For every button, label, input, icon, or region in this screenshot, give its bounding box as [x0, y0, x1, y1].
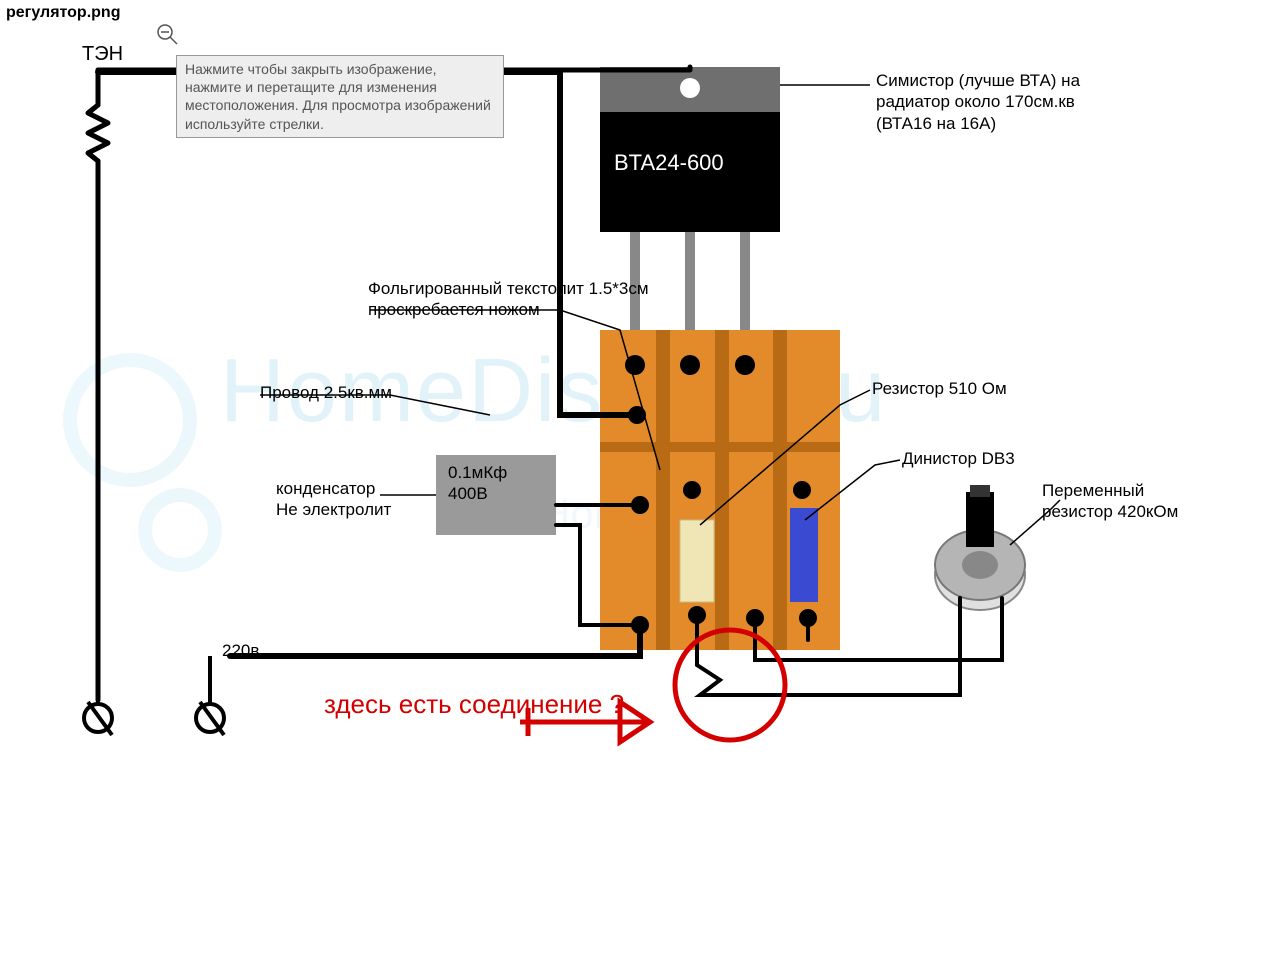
label-pcb: Фольгированный текстолит 1.5*3см проскре…: [368, 278, 649, 321]
label-pot: Переменный резистор 420кОм: [1042, 480, 1178, 523]
label-triac: Симистор (лучше ВТА) на радиатор около 1…: [876, 70, 1080, 134]
power-terminals: [84, 656, 224, 735]
question-text: здесь есть соединение ?: [324, 688, 624, 721]
label-resistor510: Резистор 510 Ом: [872, 378, 1007, 399]
watermark-logo: [70, 360, 215, 565]
potentiometer: [935, 485, 1025, 610]
label-cap-value: 0.1мКф 400В: [448, 462, 507, 505]
diac-db3: [790, 508, 818, 602]
resistor-510: [680, 520, 714, 602]
label-diac: Динистор DB3: [902, 448, 1015, 469]
label-220v: 220в: [222, 640, 259, 661]
label-capacitor: конденсатор Не электролит: [276, 478, 391, 521]
triac-part-number: BTA24-600: [614, 150, 724, 175]
image-viewer-tooltip: Нажмите чтобы закрыть изображение, нажми…: [176, 55, 504, 138]
label-wire: Провод 2.5кв.мм: [260, 382, 392, 403]
label-ten: ТЭН: [82, 42, 123, 67]
zoom-out-icon[interactable]: [158, 25, 177, 44]
